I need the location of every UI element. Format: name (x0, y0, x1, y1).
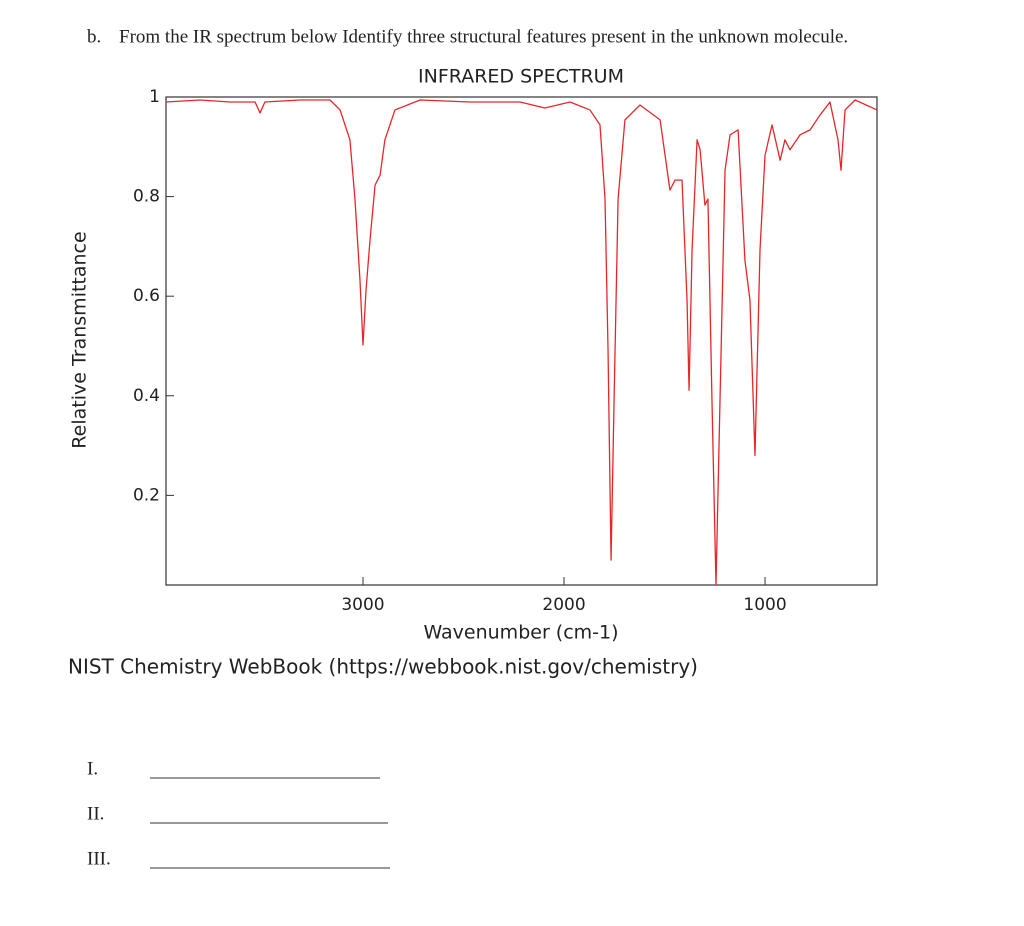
y-tick-label: 0.2 (133, 485, 160, 505)
y-tick-label: 1 (149, 87, 160, 107)
chart-title: INFRARED SPECTRUM (418, 66, 624, 88)
answer-label: II. (87, 803, 104, 824)
x-tick-label: 3000 (341, 595, 384, 615)
spectrum-line (165, 99, 878, 586)
y-tick-label: 0.8 (133, 187, 160, 207)
x-tick-label: 2000 (542, 595, 585, 615)
question-text: From the IR spectrum below Identify thre… (119, 26, 848, 47)
x-tick-label: 1000 (743, 595, 786, 615)
source: NIST Chemistry WebBook (https://webbook.… (68, 655, 698, 679)
question-label: b. (87, 26, 101, 47)
y-tick-label: 0.4 (133, 386, 160, 406)
answer-label: I. (87, 758, 98, 779)
x-axis-label: Wavenumber (cm-1) (423, 622, 618, 644)
y-tick-label: 0.6 (133, 286, 160, 306)
y-axis-label: Relative Transmittance (69, 231, 91, 448)
plot-frame (165, 96, 878, 586)
answer-label: III. (87, 848, 111, 869)
